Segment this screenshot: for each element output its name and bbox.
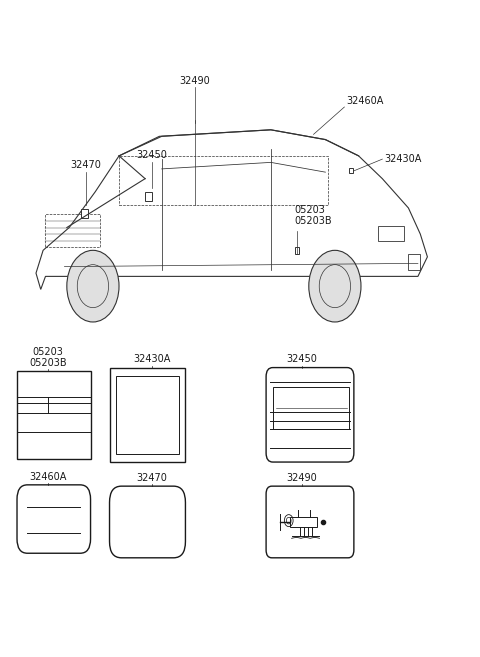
Text: 05203
05203B: 05203 05203B bbox=[295, 206, 332, 226]
Text: 32450: 32450 bbox=[137, 150, 168, 160]
Bar bbox=[116, 376, 179, 453]
Polygon shape bbox=[36, 130, 427, 290]
Text: 32470: 32470 bbox=[71, 160, 101, 170]
Text: 32460A: 32460A bbox=[347, 96, 384, 106]
Bar bbox=[17, 371, 91, 459]
Text: 32430A: 32430A bbox=[133, 354, 171, 365]
Bar bbox=[46, 214, 100, 247]
Bar bbox=[273, 386, 349, 429]
Bar bbox=[145, 193, 152, 202]
Text: 32460A: 32460A bbox=[29, 472, 67, 482]
Bar bbox=[295, 247, 300, 254]
Bar bbox=[349, 168, 353, 173]
Bar bbox=[119, 156, 328, 205]
Text: 05203
05203B: 05203 05203B bbox=[29, 347, 67, 367]
Bar bbox=[408, 254, 420, 270]
Text: 32430A: 32430A bbox=[384, 154, 422, 164]
Bar bbox=[81, 209, 88, 217]
Text: 32470: 32470 bbox=[137, 473, 168, 483]
Text: 32450: 32450 bbox=[286, 354, 317, 365]
Bar bbox=[378, 226, 404, 240]
Text: 32490: 32490 bbox=[180, 76, 210, 86]
Circle shape bbox=[309, 250, 361, 322]
Circle shape bbox=[67, 250, 119, 322]
Text: 32490: 32490 bbox=[286, 473, 317, 483]
Bar bbox=[290, 517, 317, 527]
Bar bbox=[109, 367, 185, 462]
